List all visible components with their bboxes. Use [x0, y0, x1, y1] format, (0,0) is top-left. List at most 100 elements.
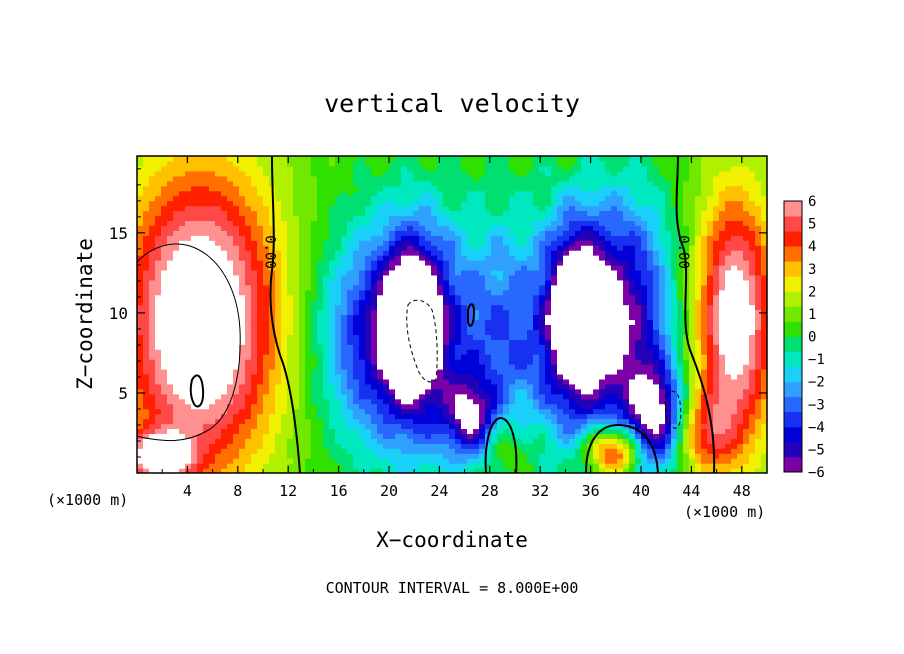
- heatmap-cell: [227, 264, 234, 271]
- heatmap-cell: [269, 329, 276, 335]
- heatmap-cell: [719, 458, 726, 464]
- heatmap-cell: [293, 269, 300, 276]
- heatmap-cell: [749, 309, 756, 316]
- heatmap-cell: [473, 468, 480, 473]
- heatmap-cell: [575, 468, 582, 473]
- heatmap-cell: [191, 250, 198, 256]
- heatmap-cell: [719, 339, 726, 345]
- heatmap-cell: [731, 378, 738, 385]
- heatmap-cell: [143, 309, 150, 316]
- heatmap-cell: [527, 349, 534, 355]
- heatmap-cell: [461, 453, 468, 459]
- heatmap-cell: [467, 463, 474, 469]
- heatmap-cell: [281, 255, 288, 261]
- heatmap-cell: [431, 274, 438, 281]
- heatmap-cell: [389, 408, 396, 415]
- heatmap-cell: [521, 309, 528, 316]
- heatmap-cell: [371, 299, 378, 306]
- heatmap-cell: [725, 264, 732, 271]
- heatmap-cell: [527, 423, 534, 430]
- heatmap-cell: [353, 443, 360, 449]
- heatmap-cell: [533, 398, 540, 405]
- heatmap-cell: [179, 468, 186, 473]
- heatmap-cell: [233, 269, 240, 276]
- heatmap-cell: [641, 314, 648, 321]
- heatmap-cell: [137, 428, 144, 434]
- heatmap-cell: [647, 359, 654, 365]
- heatmap-cell: [695, 264, 702, 271]
- heatmap-cell: [467, 458, 474, 464]
- heatmap-cell: [167, 255, 174, 261]
- heatmap-cell: [563, 398, 570, 405]
- heatmap-cell: [713, 388, 720, 395]
- heatmap-cell: [449, 269, 456, 276]
- heatmap-cell: [605, 309, 612, 316]
- heatmap-cell: [437, 398, 444, 405]
- heatmap-cell: [329, 458, 336, 464]
- heatmap-cell: [227, 433, 234, 439]
- heatmap-cell: [683, 383, 690, 390]
- heatmap-cell: [299, 349, 306, 355]
- heatmap-cell: [251, 269, 258, 276]
- heatmap-cell: [137, 463, 144, 469]
- heatmap-cell: [551, 344, 558, 350]
- heatmap-cell: [563, 428, 570, 434]
- heatmap-cell: [263, 264, 270, 271]
- heatmap-cell: [689, 269, 696, 276]
- heatmap-cell: [479, 339, 486, 345]
- heatmap-cell: [149, 344, 156, 350]
- heatmap-cell: [479, 433, 486, 439]
- heatmap-cell: [209, 344, 216, 350]
- heatmap-cell: [623, 408, 630, 415]
- heatmap-cell: [335, 438, 342, 444]
- heatmap-cell: [341, 309, 348, 316]
- heatmap-cell: [263, 393, 270, 400]
- heatmap-cell: [557, 255, 564, 261]
- heatmap-cell: [425, 309, 432, 316]
- heatmap-cell: [221, 364, 228, 370]
- heatmap-cell: [371, 264, 378, 271]
- heatmap-cell: [371, 368, 378, 375]
- heatmap-cell: [641, 284, 648, 291]
- heatmap-cell: [671, 250, 678, 256]
- heatmap-cell: [137, 274, 144, 281]
- heatmap-cell: [161, 438, 168, 444]
- heatmap-cell: [443, 240, 450, 246]
- heatmap-cell: [239, 240, 246, 246]
- heatmap-cell: [509, 359, 516, 365]
- heatmap-cell: [671, 245, 678, 251]
- heatmap-cell: [347, 255, 354, 261]
- heatmap-cell: [389, 463, 396, 469]
- heatmap-cell: [497, 423, 504, 430]
- heatmap-cell: [209, 418, 216, 425]
- heatmap-cell: [239, 468, 246, 473]
- heatmap-cell: [467, 443, 474, 449]
- heatmap-cell: [659, 294, 666, 301]
- heatmap-cell: [485, 334, 492, 340]
- heatmap-cell: [239, 339, 246, 345]
- heatmap-cell: [497, 260, 504, 266]
- heatmap-cell: [731, 383, 738, 390]
- heatmap-cell: [503, 443, 510, 449]
- heatmap-cell: [545, 359, 552, 365]
- heatmap-cell: [611, 364, 618, 370]
- heatmap-cell: [311, 373, 318, 380]
- heatmap-cell: [365, 373, 372, 380]
- heatmap-cell: [527, 279, 534, 286]
- heatmap-cell: [419, 324, 426, 330]
- heatmap-cell: [671, 423, 678, 430]
- heatmap-cell: [317, 349, 324, 355]
- heatmap-cell: [539, 245, 546, 251]
- heatmap-cell: [461, 344, 468, 350]
- heatmap-cell: [299, 299, 306, 306]
- heatmap-cell: [293, 299, 300, 306]
- heatmap-cell: [617, 359, 624, 365]
- heatmap-cell: [311, 398, 318, 405]
- heatmap-cell: [155, 428, 162, 434]
- heatmap-cell: [377, 393, 384, 400]
- heatmap-cell: [677, 269, 684, 276]
- heatmap-cell: [239, 408, 246, 415]
- heatmap-cell: [341, 304, 348, 311]
- heatmap-cell: [155, 383, 162, 390]
- heatmap-cell: [683, 240, 690, 246]
